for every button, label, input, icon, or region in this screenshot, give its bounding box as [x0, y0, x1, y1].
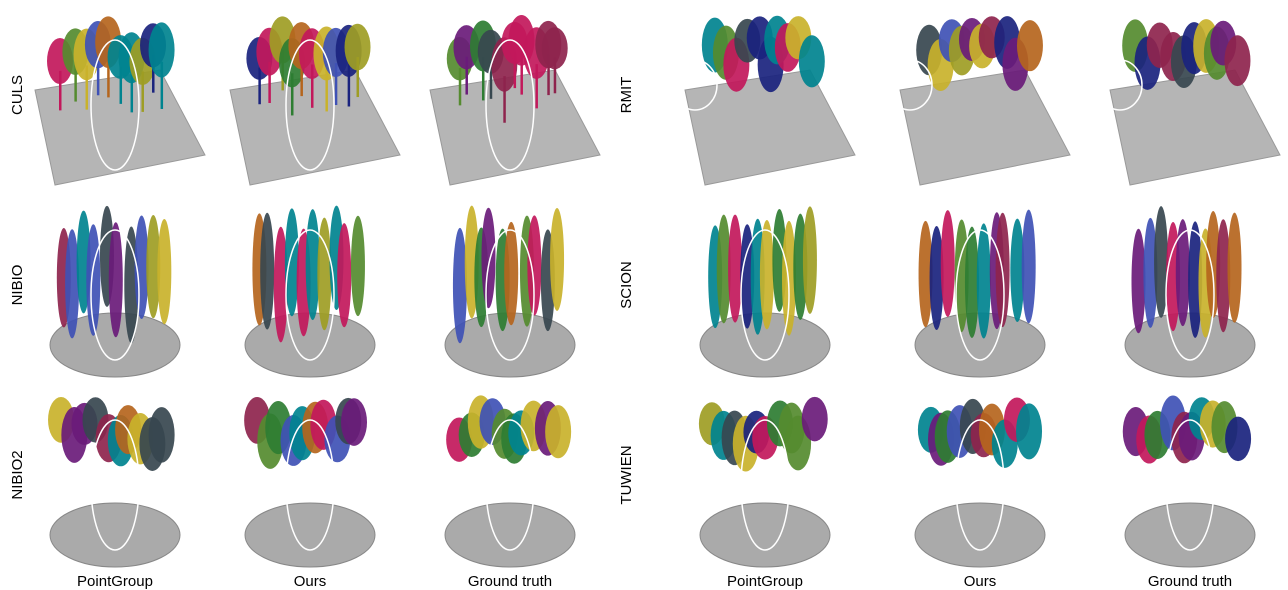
page: CULS NIBIO NIBIO2 PointGroup Ours Ground trut… — [0, 0, 1288, 590]
ground — [245, 503, 375, 567]
row-label: CULS — [9, 75, 26, 115]
tree-crown — [728, 215, 742, 323]
tree-crown — [149, 407, 175, 462]
point-cloud-view — [1125, 206, 1255, 377]
tree-crown — [351, 216, 365, 316]
tree-crown — [802, 397, 828, 442]
ground — [50, 503, 180, 567]
tree-crown — [550, 208, 564, 311]
point-cloud-view — [888, 16, 1070, 185]
tree-crown — [481, 208, 495, 309]
ground — [1125, 503, 1255, 567]
ground — [1125, 313, 1255, 377]
column-label: PointGroup — [727, 573, 803, 590]
tree-crown — [341, 398, 367, 446]
tree-crown — [345, 24, 371, 71]
point-cloud-view — [445, 206, 575, 377]
tree-crown — [1224, 35, 1250, 86]
point-cloud-view — [1123, 396, 1255, 567]
row-label: NIBIO — [9, 265, 26, 306]
tree-crown — [157, 219, 171, 324]
tree-crown — [149, 22, 175, 77]
tree-crown — [1016, 403, 1042, 459]
tree-crown — [1228, 213, 1242, 323]
column-label: Ours — [294, 573, 327, 590]
ground — [700, 503, 830, 567]
point-cloud-view — [699, 397, 830, 567]
point-cloud-view — [673, 16, 855, 185]
tree-crown — [941, 210, 955, 317]
tree-crown — [760, 220, 774, 329]
row-label: SCION — [618, 261, 635, 309]
row-label: NIBIO2 — [9, 450, 26, 499]
point-cloud-view — [50, 206, 180, 377]
ground — [230, 70, 400, 185]
tree-crown — [977, 223, 991, 338]
tree-crown — [1017, 20, 1043, 71]
tree-crown — [1022, 210, 1036, 324]
tree-crown — [453, 228, 467, 343]
point-cloud-view — [915, 210, 1045, 377]
tree-crown — [1131, 229, 1145, 334]
column-label: Ground truth — [1148, 573, 1232, 590]
ground — [1110, 70, 1280, 185]
column-label: PointGroup — [77, 573, 153, 590]
column-label: Ground truth — [468, 573, 552, 590]
point-cloud-view — [230, 16, 400, 185]
point-cloud-view — [244, 397, 375, 567]
tree-crown — [504, 222, 518, 325]
tree-crown — [799, 35, 825, 87]
point-cloud-view — [915, 398, 1045, 567]
tree-crown — [260, 213, 274, 330]
figure: CULS NIBIO NIBIO2 PointGroup Ours Ground trut… — [0, 0, 1288, 590]
point-cloud-view — [445, 395, 575, 567]
row-label: RMIT — [618, 77, 635, 114]
column-label: Ours — [964, 573, 997, 590]
tree-crown — [337, 223, 351, 327]
tree-crown — [1176, 219, 1190, 326]
row-label: TUWIEN — [618, 445, 635, 504]
tree-crown — [803, 206, 817, 314]
tree-crown — [542, 27, 568, 69]
tree-crown — [545, 405, 571, 458]
point-cloud-view — [35, 16, 205, 185]
point-cloud-view — [430, 15, 600, 185]
point-cloud-view — [48, 397, 180, 567]
tree-crown — [109, 222, 123, 337]
point-cloud-view — [1098, 19, 1280, 185]
point-cloud-view — [245, 206, 375, 377]
ground — [445, 503, 575, 567]
ground — [900, 70, 1070, 185]
tree-crown — [285, 208, 299, 316]
point-cloud-view — [700, 206, 830, 377]
ground — [915, 503, 1045, 567]
tree-crown — [1225, 417, 1251, 462]
